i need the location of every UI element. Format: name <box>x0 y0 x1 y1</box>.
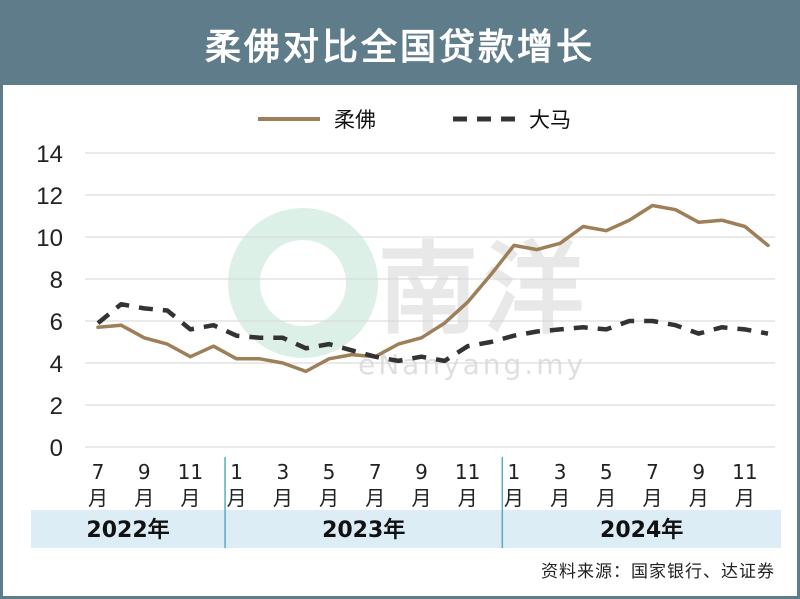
year-band: 2022年 2023年 2024年 <box>31 457 781 548</box>
year-label: 2024年 <box>600 517 683 543</box>
x-tick-label: 11 月 <box>455 460 480 510</box>
year-band-bg <box>31 510 781 548</box>
x-axis-ticks: 7 月 9 月 11 月 1 月 3 月 5 月 7 月 9 月 11 月 1 月 3 月 5 月 7 月 9 月 11 月 <box>88 460 758 510</box>
year-label: 2022年 <box>86 517 169 543</box>
series-line-malaysia <box>96 301 769 364</box>
year-label: 2023年 <box>322 517 405 543</box>
x-tick-label: 11 月 <box>178 460 203 510</box>
data-source: 资料来源：国家银行、达证券 <box>541 562 775 582</box>
legend: 柔佛 大马 <box>258 108 571 132</box>
y-tick-label: 10 <box>36 225 63 252</box>
x-tick-label: 11 月 <box>732 460 757 510</box>
y-tick-label: 0 <box>50 435 63 462</box>
legend-label: 柔佛 <box>334 108 376 132</box>
legend-label: 大马 <box>529 108 571 132</box>
y-axis-ticks: 0 2 4 6 8 10 12 14 <box>36 141 63 462</box>
series-line-johor <box>96 203 770 374</box>
y-tick-label: 6 <box>50 309 63 336</box>
grid-lines <box>85 152 775 448</box>
y-tick-label: 2 <box>50 393 63 420</box>
series-lines <box>96 203 770 374</box>
y-tick-label: 4 <box>50 351 63 378</box>
y-tick-label: 12 <box>36 183 63 210</box>
chart-title: 柔佛对比全国贷款增长 <box>3 3 797 85</box>
y-tick-label: 8 <box>50 267 63 294</box>
y-tick-label: 14 <box>36 141 63 168</box>
